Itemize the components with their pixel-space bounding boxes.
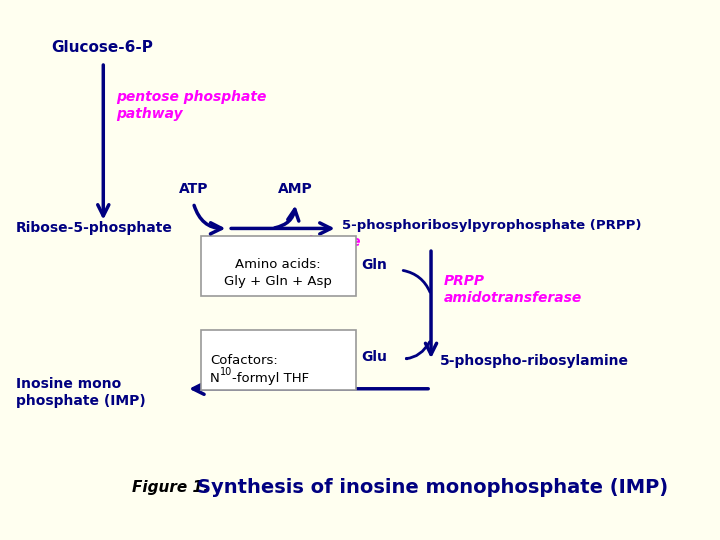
Text: Glu: Glu xyxy=(361,350,387,364)
Text: 10: 10 xyxy=(220,367,233,377)
Text: -formyl THF: -formyl THF xyxy=(232,372,309,385)
Text: Cofactors:: Cofactors: xyxy=(210,354,278,367)
FancyArrowPatch shape xyxy=(275,210,299,228)
Text: N: N xyxy=(210,372,220,385)
FancyBboxPatch shape xyxy=(201,237,356,296)
Text: PRPP synthetase: PRPP synthetase xyxy=(228,235,361,249)
Text: PRPP
amidotransferase: PRPP amidotransferase xyxy=(444,274,582,306)
Text: Amino acids:
Gly + Gln + Asp: Amino acids: Gly + Gln + Asp xyxy=(224,258,332,288)
Text: Glucose-6-P: Glucose-6-P xyxy=(51,40,153,56)
FancyArrowPatch shape xyxy=(194,205,222,234)
Text: pentose phosphate
pathway: pentose phosphate pathway xyxy=(117,90,267,121)
FancyBboxPatch shape xyxy=(201,330,356,390)
Text: 5-phosphoribosylpyrophosphate (PRPP): 5-phosphoribosylpyrophosphate (PRPP) xyxy=(342,219,642,232)
Text: Ribose-5-phosphate: Ribose-5-phosphate xyxy=(16,221,173,235)
Text: Gln: Gln xyxy=(361,258,387,272)
Text: Synthesis of inosine monophosphate (IMP): Synthesis of inosine monophosphate (IMP) xyxy=(197,478,668,497)
Text: 5-phospho-ribosylamine: 5-phospho-ribosylamine xyxy=(440,354,629,368)
FancyArrowPatch shape xyxy=(406,342,430,359)
Text: ATP: ATP xyxy=(179,182,208,196)
Text: Figure 1.: Figure 1. xyxy=(132,480,209,495)
Text: AMP: AMP xyxy=(278,182,313,196)
Text: Inosine mono
phosphate (IMP): Inosine mono phosphate (IMP) xyxy=(16,377,145,408)
FancyArrowPatch shape xyxy=(403,271,430,292)
